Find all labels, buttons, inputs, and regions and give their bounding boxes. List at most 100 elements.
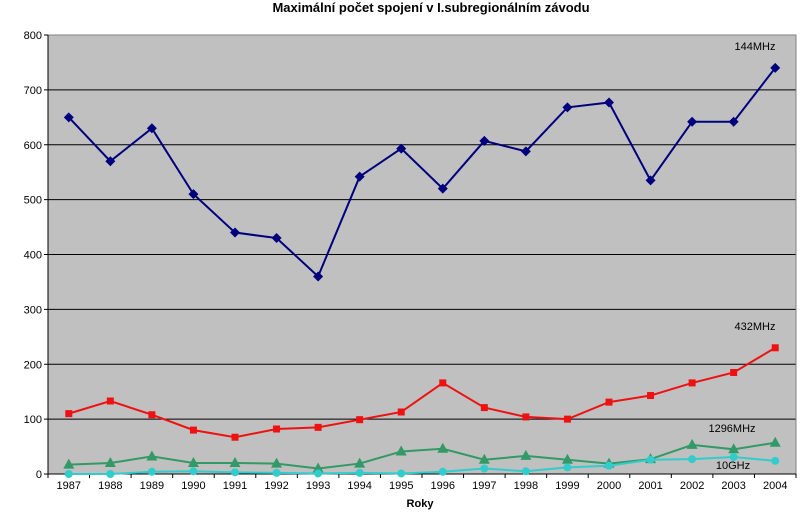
data-point <box>146 450 158 461</box>
y-tick-label: 300 <box>24 304 42 316</box>
data-point <box>105 156 116 167</box>
data-point <box>187 457 199 468</box>
data-point <box>728 116 739 127</box>
x-tick-label: 2003 <box>721 480 745 492</box>
data-point <box>562 102 573 113</box>
y-tick-label: 200 <box>24 359 42 371</box>
data-point <box>645 175 656 186</box>
data-point <box>64 470 73 478</box>
data-point <box>63 112 74 123</box>
data-point <box>312 462 324 473</box>
x-tick-label: 1999 <box>555 480 579 492</box>
data-point <box>63 458 75 469</box>
x-tick-label: 2000 <box>597 480 621 492</box>
x-tick-label: 1987 <box>57 480 81 492</box>
series-line <box>68 67 777 279</box>
data-point <box>395 445 407 456</box>
data-point <box>354 457 366 468</box>
data-point <box>231 468 239 477</box>
data-point <box>769 436 781 447</box>
data-point <box>106 470 115 478</box>
series-label: 432MHz <box>735 321 776 333</box>
data-point <box>354 171 365 182</box>
series-label: 144MHz <box>735 41 776 53</box>
data-point <box>686 438 698 449</box>
x-tick-label: 1993 <box>306 480 330 492</box>
data-point <box>771 456 780 465</box>
data-point <box>396 143 407 154</box>
data-point <box>522 413 530 421</box>
y-axis-ticks: 0 100 200 300 400 500 600 700 800 <box>24 30 48 481</box>
data-point <box>646 455 655 464</box>
x-tick-label: 1997 <box>472 480 496 492</box>
data-point <box>437 442 449 453</box>
series-line <box>68 455 776 475</box>
series-label: 1296MHz <box>708 423 755 435</box>
data-point <box>147 467 156 476</box>
data-point <box>730 368 738 376</box>
data-point <box>189 467 198 476</box>
y-tick-label: 700 <box>24 85 42 97</box>
data-point <box>230 227 240 238</box>
data-point <box>437 183 448 194</box>
data-point <box>771 344 779 352</box>
data-point <box>229 457 241 468</box>
data-point <box>188 189 199 200</box>
data-point <box>313 271 324 282</box>
data-point <box>563 463 572 472</box>
x-tick-label: 2001 <box>638 480 662 492</box>
data-point <box>688 379 696 387</box>
series-144MHz <box>63 62 781 282</box>
x-tick-label: 1994 <box>347 480 371 492</box>
y-tick-label: 400 <box>24 250 42 262</box>
data-point <box>355 468 364 477</box>
x-tick-label: 1998 <box>514 480 538 492</box>
x-tick-label: 1989 <box>140 480 164 492</box>
data-point <box>728 443 740 454</box>
data-point <box>688 455 697 464</box>
data-point <box>356 416 364 424</box>
data-point <box>189 426 197 434</box>
x-tick-label: 1990 <box>181 480 205 492</box>
data-point <box>520 449 532 460</box>
x-tick-label: 1991 <box>223 480 247 492</box>
data-point <box>104 457 116 468</box>
y-tick-label: 100 <box>24 414 42 426</box>
x-tick-label: 1992 <box>264 480 288 492</box>
data-point <box>561 453 573 464</box>
data-point <box>729 452 738 461</box>
y-tick-label: 600 <box>24 140 42 152</box>
x-axis-ticks: 1987 1988 1989 1990 1991 1992 1993 1994 1995 1996… <box>47 474 797 492</box>
series-10GHz <box>64 452 780 478</box>
data-point <box>397 469 406 478</box>
y-tick-label: 800 <box>24 30 42 42</box>
x-tick-label: 1988 <box>98 480 122 492</box>
data-point <box>65 410 73 418</box>
data-point <box>273 425 281 433</box>
y-tick-label: 500 <box>24 195 42 207</box>
data-point <box>271 457 283 468</box>
data-point <box>605 461 613 470</box>
chart-title: Maximální počet spojení v I.subregionáln… <box>272 0 589 15</box>
series-432MHz <box>65 344 779 441</box>
data-point <box>438 467 447 476</box>
data-point <box>397 408 405 416</box>
x-axis-label: Roky <box>407 498 435 510</box>
data-point <box>272 468 281 477</box>
series-label: 10GHz <box>716 460 750 472</box>
series-layer <box>63 62 781 478</box>
series-line <box>68 441 776 470</box>
data-point <box>314 469 323 478</box>
data-point <box>480 464 489 473</box>
data-point <box>687 116 698 127</box>
x-tick-label: 2002 <box>680 480 704 492</box>
data-point <box>770 62 781 73</box>
data-point <box>605 398 613 406</box>
series-labels: 144MHz 432MHz 1296MHz 10GHz <box>708 41 775 472</box>
data-point <box>520 146 531 157</box>
x-tick-label: 1995 <box>389 480 413 492</box>
x-tick-label: 1996 <box>431 480 455 492</box>
data-point <box>231 433 239 441</box>
data-point <box>146 123 157 134</box>
